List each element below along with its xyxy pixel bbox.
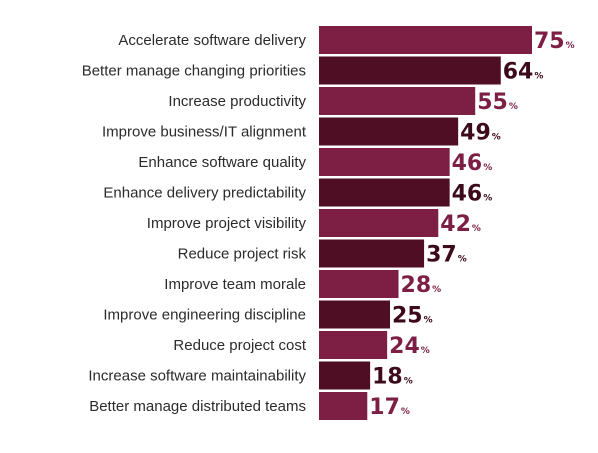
value-number: 64 xyxy=(503,60,534,85)
value-labels: 75%64%55%49%46%46%42%37%28%25%24%18%17% xyxy=(369,29,574,420)
value-label: 25% xyxy=(392,304,433,329)
category-label: Improve project visibility xyxy=(147,215,307,232)
category-label: Improve team morale xyxy=(164,276,306,293)
value-number: 55 xyxy=(477,90,508,115)
value-percent-sign: % xyxy=(458,255,467,265)
category-label: Increase software maintainability xyxy=(88,368,306,385)
value-label: 75% xyxy=(534,29,575,54)
value-percent-sign: % xyxy=(483,194,492,204)
value-percent-sign: % xyxy=(424,316,433,326)
bar xyxy=(319,26,532,54)
bar xyxy=(319,392,368,420)
category-label: Increase productivity xyxy=(168,93,306,110)
bar xyxy=(319,361,371,390)
value-percent-sign: % xyxy=(534,72,543,82)
value-number: 28 xyxy=(401,273,432,298)
value-label: 55% xyxy=(477,90,518,115)
value-label: 17% xyxy=(369,395,410,420)
category-label: Improve engineering discipline xyxy=(103,307,306,324)
value-percent-sign: % xyxy=(472,224,481,234)
category-label: Enhance software quality xyxy=(138,154,306,171)
value-percent-sign: % xyxy=(509,102,518,112)
category-label: Better manage changing priorities xyxy=(82,63,306,80)
value-percent-sign: % xyxy=(483,163,492,173)
value-percent-sign: % xyxy=(492,133,501,143)
category-labels: Accelerate software delivery Better manag… xyxy=(82,32,307,415)
value-number: 75 xyxy=(534,29,565,54)
bar xyxy=(319,148,450,176)
bar xyxy=(319,209,439,237)
bar xyxy=(319,56,501,85)
bar xyxy=(319,239,425,268)
value-number: 49 xyxy=(460,121,491,146)
value-label: 64% xyxy=(503,60,544,85)
bar xyxy=(319,270,399,298)
value-number: 37 xyxy=(426,243,457,268)
value-label: 49% xyxy=(460,121,501,146)
category-label: Reduce project cost xyxy=(173,337,306,354)
bar xyxy=(319,300,390,329)
value-percent-sign: % xyxy=(401,407,410,417)
value-number: 24 xyxy=(389,334,420,359)
bar xyxy=(319,117,459,146)
category-label: Improve business/IT alignment xyxy=(102,124,307,141)
value-label: 37% xyxy=(426,243,467,268)
value-percent-sign: % xyxy=(566,41,575,51)
value-number: 25 xyxy=(392,304,423,329)
value-number: 46 xyxy=(452,182,483,207)
value-label: 18% xyxy=(372,365,413,390)
value-label: 28% xyxy=(401,273,442,298)
value-label: 46% xyxy=(452,151,493,176)
category-label: Reduce project risk xyxy=(178,246,307,263)
bar xyxy=(319,331,388,359)
value-label: 46% xyxy=(452,182,493,207)
value-label: 42% xyxy=(440,212,481,237)
category-label: Enhance delivery predictability xyxy=(103,185,306,202)
value-label: 24% xyxy=(389,334,430,359)
value-percent-sign: % xyxy=(404,377,413,387)
value-number: 46 xyxy=(452,151,483,176)
value-percent-sign: % xyxy=(421,346,430,356)
category-label: Better manage distributed teams xyxy=(89,398,306,415)
value-number: 17 xyxy=(369,395,400,420)
bars xyxy=(319,26,532,420)
bar xyxy=(319,87,476,115)
category-label: Accelerate software delivery xyxy=(118,32,306,49)
value-number: 18 xyxy=(372,365,403,390)
value-number: 42 xyxy=(440,212,471,237)
value-percent-sign: % xyxy=(432,285,441,295)
bar xyxy=(319,178,450,207)
